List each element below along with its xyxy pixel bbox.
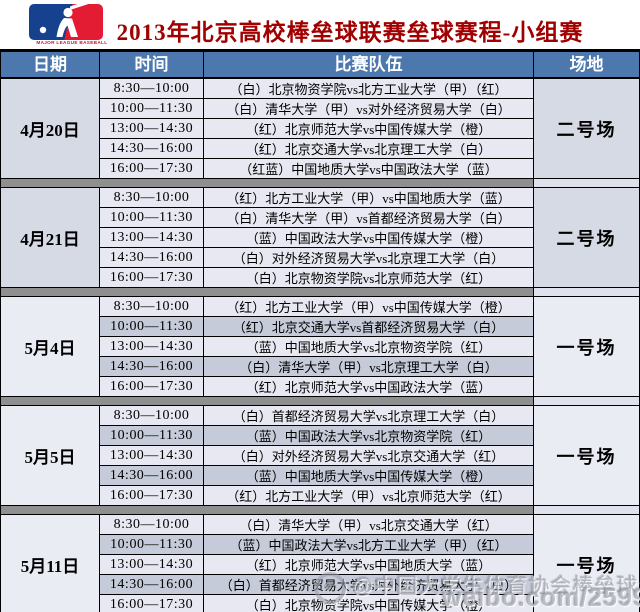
date-group: 5月5日 8:30—10:00 （白）首都经济贸易大学vs北京理工大学（白） 10:0… (1, 406, 639, 505)
separator-venue-gap (534, 506, 639, 514)
time-cell: 8:30—10:00 (100, 188, 203, 207)
time-cell: 14:30—16:00 (100, 575, 203, 594)
mlb-logo: MAJOR LEAGUE BASEBALL (28, 4, 108, 47)
match-cell: （白）清华大学（甲）vs北京理工大学（白） (204, 357, 533, 376)
date-cell: 5月5日 (1, 406, 99, 505)
date-group: 4月21日 8:30—10:00 （红）北方工业大学（甲）vs中国地质大学（蓝） 10… (1, 188, 639, 287)
venue-cell: 一号场 (534, 406, 639, 505)
date-cell: 5月4日 (1, 297, 99, 396)
column-header-2: 比赛队伍 (204, 52, 533, 77)
time-cell: 16:00—17:30 (100, 268, 203, 287)
time-cell: 8:30—10:00 (100, 79, 203, 98)
column-header-0: 日期 (1, 52, 99, 77)
time-cell: 13:00—14:30 (100, 228, 203, 247)
match-cell: （白）北京物资学院vs北方工业大学（甲）（红） (204, 79, 533, 98)
time-cell: 13:00—14:30 (100, 119, 203, 138)
date-group: 5月11日 8:30—10:00 （白）清华大学（甲）vs北京交通大学（红） 10:0… (1, 515, 639, 612)
separator-venue-gap (534, 179, 639, 187)
match-cell: （白）北京物资学院vs北京师范大学（红） (204, 268, 533, 287)
column-header-1: 时间 (100, 52, 203, 77)
match-cell: （白）对外经济贸易大学vs北京交通大学（红） (204, 446, 533, 465)
match-cell: （红）北京师范大学vs中国地质大学（蓝） (204, 555, 533, 574)
group-separator (1, 396, 639, 406)
time-cell: 16:00—17:30 (100, 377, 203, 396)
group-separator (1, 287, 639, 297)
time-cell: 10:00—11:30 (100, 99, 203, 118)
time-cell: 16:00—17:30 (100, 486, 203, 505)
match-cell: （白）首都经济贸易大学vs北京理工大学（白） (204, 406, 533, 425)
separator-venue-gap (534, 397, 639, 405)
weibo-eye-icon (314, 572, 346, 604)
date-cell: 5月11日 (1, 515, 99, 612)
match-cell: （白）清华大学（甲）vs对外经济贸易大学（白） (204, 99, 533, 118)
match-cell: （红）北方工业大学（甲）vs北京师范大学（红） (204, 486, 533, 505)
match-cell: （红）北京师范大学vs中国传媒大学（橙） (204, 119, 533, 138)
match-cell: （白）首都经济贸易大学vs对外经济贸易大学（白） (204, 575, 533, 594)
match-cell: （蓝）中国政法大学vs中国传媒大学（橙） (204, 228, 533, 247)
match-cell: （红蓝）中国地质大学vs中国政法大学（蓝） (204, 159, 533, 178)
match-cell: （红）北京师范大学vs中国政法大学（蓝） (204, 377, 533, 396)
separator-band (1, 397, 534, 405)
venue-cell: 一号场 (534, 297, 639, 396)
time-cell: 10:00—11:30 (100, 535, 203, 554)
match-cell: （蓝）中国地质大学vs北京物资学院（红） (204, 337, 533, 356)
date-group: 4月20日 8:30—10:00 （白）北京物资学院vs北方工业大学（甲）（红） 10… (1, 79, 639, 178)
match-cell: （蓝）中国地质大学vs中国传媒大学（橙） (204, 466, 533, 485)
venue-cell: 一号场 (534, 515, 639, 612)
time-cell: 14:30—16:00 (100, 248, 203, 267)
match-cell: （红）北方工业大学（甲）vs中国地质大学（蓝） (204, 188, 533, 207)
schedule-table: 日期 时间 比赛队伍 场地 4月20日 8:30—10:00 （白）北京物资学院vs北方工… (0, 49, 640, 612)
time-cell: 13:00—14:30 (100, 555, 203, 574)
time-cell: 13:00—14:30 (100, 446, 203, 465)
group-separator (1, 505, 639, 515)
date-cell: 4月21日 (1, 188, 99, 287)
match-cell: （白）清华大学（甲）vs首都经济贸易大学（白） (204, 208, 533, 227)
time-cell: 14:30—16:00 (100, 357, 203, 376)
time-cell: 8:30—10:00 (100, 406, 203, 425)
venue-cell: 二号场 (534, 188, 639, 287)
match-cell: （白）清华大学（甲）vs北京交通大学（红） (204, 515, 533, 534)
match-cell: （蓝）中国政法大学vs北方工业大学（甲）（红） (204, 535, 533, 554)
separator-venue-gap (534, 288, 639, 296)
date-group: 5月4日 8:30—10:00 （红）北方工业大学（甲）vs中国传媒大学（橙） 10:… (1, 297, 639, 396)
match-cell: （红）北京交通大学vs首都经济贸易大学（白） (204, 317, 533, 336)
time-cell: 8:30—10:00 (100, 515, 203, 534)
mlb-logo-icon (29, 4, 103, 40)
match-cell: （白）对外经济贸易大学vs北京理工大学（白） (204, 248, 533, 267)
time-cell: 13:00—14:30 (100, 337, 203, 356)
page-title: 2013年北京高校棒垒球联赛垒球赛程-小组赛 (116, 20, 584, 45)
separator-band (1, 506, 534, 514)
column-header-3: 场地 (534, 52, 639, 77)
group-separator (1, 178, 639, 188)
time-cell: 16:00—17:30 (100, 159, 203, 178)
venue-cell: 二号场 (534, 79, 639, 178)
time-cell: 14:30—16:00 (100, 139, 203, 158)
time-cell: 8:30—10:00 (100, 297, 203, 316)
separator-band (1, 179, 534, 187)
table-header-row: 日期 时间 比赛队伍 场地 (1, 52, 639, 79)
time-cell: 10:00—11:30 (100, 317, 203, 336)
separator-band (1, 288, 534, 296)
title-bar: MAJOR LEAGUE BASEBALL 2013年北京高校棒垒球联赛垒球赛程… (0, 0, 640, 49)
match-cell: （红）北京交通大学vs北京理工大学（白） (204, 139, 533, 158)
mlb-logo-caption: MAJOR LEAGUE BASEBALL (36, 41, 108, 46)
time-cell: 14:30—16:00 (100, 466, 203, 485)
match-cell: （红）北方工业大学（甲）vs中国传媒大学（橙） (204, 297, 533, 316)
match-cell: （白）北京物资学院vs中国传媒大学（橙） (204, 595, 533, 612)
table-body: 4月20日 8:30—10:00 （白）北京物资学院vs北方工业大学（甲）（红） 10… (1, 79, 639, 612)
match-cell: （蓝）中国政法大学vs北京物资学院（红） (204, 426, 533, 445)
date-cell: 4月20日 (1, 79, 99, 178)
time-cell: 10:00—11:30 (100, 426, 203, 445)
time-cell: 16:00—17:30 (100, 595, 203, 612)
time-cell: 10:00—11:30 (100, 208, 203, 227)
